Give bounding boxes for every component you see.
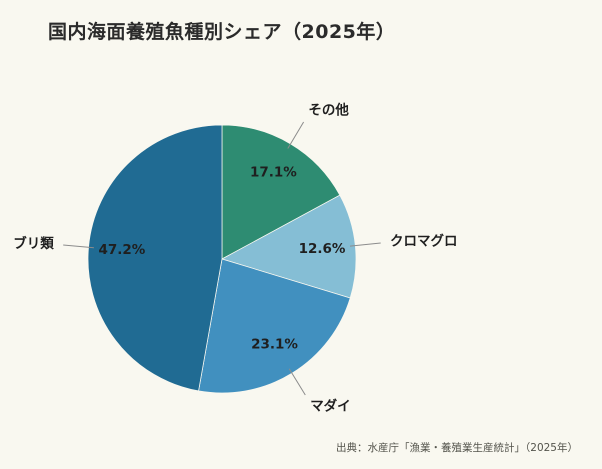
pie-category-label-bluefin-tuna: クロマグロ (390, 233, 458, 250)
pie-category-label-others: その他 (308, 102, 349, 119)
leader-line-bluefin-tuna (349, 242, 381, 247)
pie-value-label-bluefin-tuna: 12.6% (299, 241, 346, 257)
chart-title: 国内海面養殖魚種別シェア（2025年） (48, 21, 396, 43)
leader-lines (63, 121, 381, 396)
pie-category-label-yellowtail: ブリ類 (13, 235, 54, 252)
pie-value-label-yellowtail: 47.2% (98, 242, 145, 258)
pie-category-label-red-sea-bream: マダイ (310, 397, 351, 414)
pie-slices (87, 124, 357, 394)
leader-line-others (287, 121, 305, 149)
pie-labels: 17.1% その他 12.6% クロマグロ 23.1% マダイ 47.2% ブリ類 (13, 102, 457, 415)
leader-line-yellowtail (63, 244, 94, 249)
pie-value-label-red-sea-bream: 23.1% (251, 337, 298, 353)
leader-line-red-sea-bream (288, 368, 306, 396)
source-note: 出典：水産庁「漁業・養殖業生産統計」（2025年） (336, 442, 578, 454)
pie-value-label-others: 17.1% (250, 165, 297, 181)
